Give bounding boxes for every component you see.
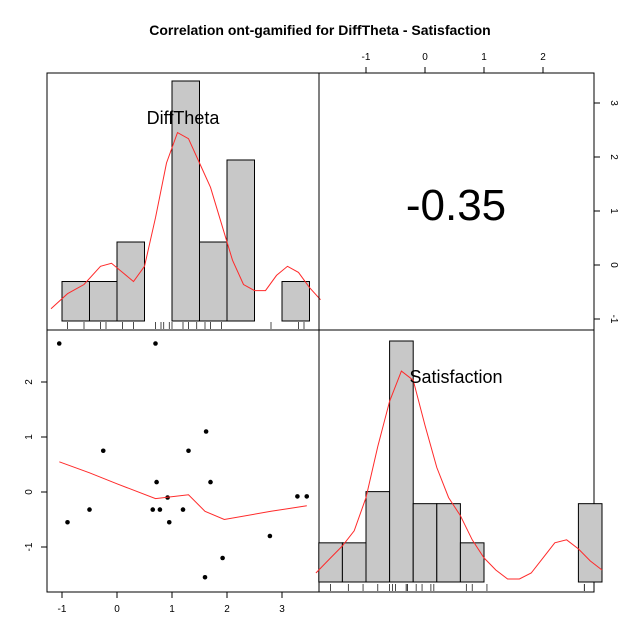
panel-frame-bottom-left xyxy=(46,329,320,593)
satisfaction-histogram-bars xyxy=(318,340,603,583)
satisfaction-density-curve xyxy=(315,370,603,580)
panel-correlation: -0.35 xyxy=(318,72,595,331)
tick-label: -1 xyxy=(362,52,371,63)
tick-label: 1 xyxy=(608,208,619,214)
panel-difftheta-histogram: DiffTheta xyxy=(46,72,321,331)
scatter-point xyxy=(267,533,273,539)
scatter-point xyxy=(153,341,158,346)
scatter-point xyxy=(180,507,186,512)
bottom-axis: -1 0 1 2 3 xyxy=(58,591,285,615)
difftheta-density-curve xyxy=(50,131,321,310)
left-axis: -1 0 1 2 xyxy=(24,379,48,551)
satisfaction-variable-label: Satisfaction xyxy=(409,367,502,387)
histogram-bar xyxy=(116,241,145,322)
tick-label: 0 xyxy=(24,489,35,495)
histogram-bar xyxy=(171,80,200,322)
right-axis: -1 0 1 2 3 xyxy=(593,100,619,324)
histogram-bar xyxy=(577,503,603,583)
histogram-bar xyxy=(389,340,414,583)
top-axis: -1 0 1 2 xyxy=(362,52,546,74)
difftheta-variable-label: DiffTheta xyxy=(147,108,221,128)
tick-label: 0 xyxy=(422,52,428,63)
scatter-point xyxy=(87,507,92,512)
histogram-bar xyxy=(412,503,438,583)
scatter-point xyxy=(208,479,213,485)
scatter-point xyxy=(220,555,225,561)
tick-label: 1 xyxy=(24,434,35,440)
scatter-point xyxy=(304,494,310,499)
tick-label: -1 xyxy=(24,542,35,551)
scatter-point xyxy=(56,341,62,346)
chart-title: Correlation ont-gamified for DiffTheta -… xyxy=(149,22,490,38)
tick-label: 2 xyxy=(224,604,230,615)
histogram-bar xyxy=(318,542,343,583)
tick-label: 3 xyxy=(279,604,285,615)
histogram-bar xyxy=(436,503,461,583)
scatter-point xyxy=(154,479,159,485)
scatter-point xyxy=(150,507,156,512)
histogram-bar xyxy=(61,281,90,322)
scatter-point xyxy=(203,429,209,434)
scatter-point xyxy=(202,574,208,580)
correlation-value: -0.35 xyxy=(406,181,506,230)
difftheta-rug-marks xyxy=(67,322,305,329)
tick-label: 0 xyxy=(608,262,619,268)
histogram-bar xyxy=(341,542,367,583)
panel-frame-bottom-right xyxy=(318,329,595,593)
scatter-smooth-line xyxy=(59,461,307,521)
tick-label: 2 xyxy=(24,379,35,385)
difftheta-histogram-bars xyxy=(61,80,310,322)
histogram-bar xyxy=(365,491,391,583)
scatter-point xyxy=(166,519,172,525)
satisfaction-rug-marks xyxy=(330,584,585,591)
histogram-bar xyxy=(226,159,255,322)
scatter-point xyxy=(157,507,163,512)
tick-label: 0 xyxy=(114,604,120,615)
tick-label: 2 xyxy=(608,154,619,160)
scatter-point xyxy=(186,448,191,454)
scatter-point xyxy=(65,519,70,525)
histogram-bar xyxy=(281,281,310,322)
tick-label: -1 xyxy=(608,315,619,324)
histogram-bar xyxy=(89,281,118,322)
panel-scatter xyxy=(46,329,320,593)
histogram-bar xyxy=(459,542,485,583)
panel-satisfaction-histogram: Satisfaction xyxy=(315,329,603,593)
tick-label: 1 xyxy=(481,52,487,63)
histogram-bar xyxy=(199,241,228,322)
tick-label: -1 xyxy=(58,604,67,615)
tick-label: 3 xyxy=(608,100,619,106)
scatter-point xyxy=(100,448,106,454)
scatter-point xyxy=(295,494,300,499)
tick-label: 1 xyxy=(169,604,175,615)
scatter-points xyxy=(56,341,310,580)
tick-label: 2 xyxy=(540,52,546,63)
